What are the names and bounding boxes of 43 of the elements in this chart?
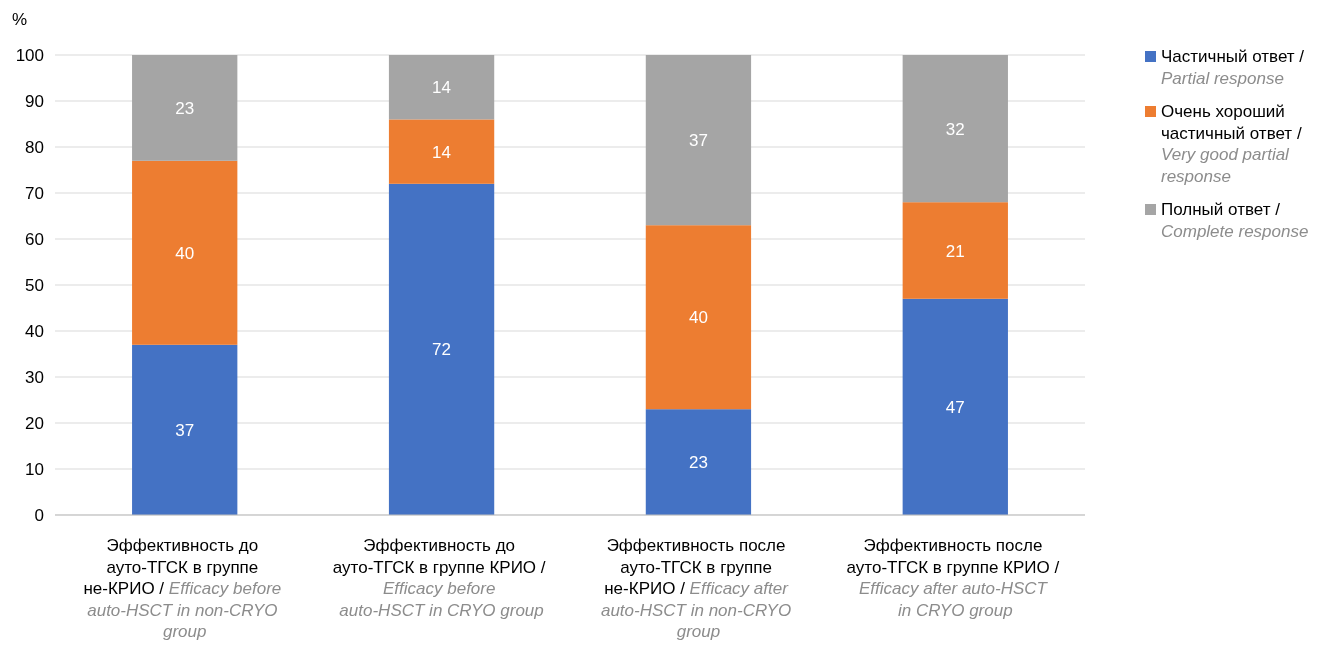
data-label: 37 — [175, 420, 195, 440]
y-axis-title: % — [12, 10, 28, 29]
data-label: 37 — [688, 131, 708, 151]
bar — [902, 202, 1008, 299]
bar — [132, 344, 238, 515]
bar — [645, 55, 752, 226]
y-tick-label: 0 — [34, 506, 44, 525]
data-label: 23 — [688, 453, 708, 473]
legend-label: Полный ответ / Complete response — [1161, 200, 1309, 241]
data-label: 14 — [432, 142, 452, 162]
legend-label: Очень хороший частичный ответ / Very good partial response — [1161, 102, 1302, 186]
data-label: 32 — [945, 119, 965, 139]
category-label: Эффективность после ауто-ТГСК в группе не-КРИО / Efficacy after auto-HSCT in non-CRYO group — [600, 536, 792, 641]
category-label: Эффективность до ауто-ТГСК в группе КРИО / Efficacy before auto-HSCT in CRYO group — [332, 536, 546, 620]
bar — [388, 55, 495, 120]
y-tick-label: 50 — [25, 276, 44, 295]
y-tick-label: 100 — [15, 46, 44, 65]
data-label: 21 — [945, 241, 965, 261]
bar — [902, 55, 1008, 203]
y-tick-label: 90 — [25, 92, 44, 111]
y-tick-label: 80 — [25, 138, 44, 157]
bar — [902, 298, 1008, 515]
legend-label: Частичный ответ / Partial response — [1161, 47, 1305, 88]
y-tick-label: 60 — [25, 230, 44, 249]
bar — [132, 55, 238, 161]
y-tick-label: 30 — [25, 368, 44, 387]
category-label: Эффективность после ауто-ТГСК в группе КРИО / Efficacy after auto-HSCT in CRYO group — [846, 536, 1060, 620]
y-tick-label: 70 — [25, 184, 44, 203]
data-label: 23 — [175, 98, 195, 118]
y-tick-label: 10 — [25, 460, 44, 479]
y-tick-label: 40 — [25, 322, 44, 341]
data-label: 40 — [688, 308, 708, 328]
bar — [645, 225, 752, 410]
bar — [645, 409, 752, 515]
bar — [132, 160, 238, 345]
data-label: 72 — [432, 340, 452, 360]
data-label: 14 — [432, 78, 452, 98]
data-label: 47 — [945, 397, 965, 417]
bar — [388, 183, 495, 515]
y-tick-label: 20 — [25, 414, 44, 433]
data-label: 40 — [175, 243, 195, 263]
bar — [388, 119, 495, 184]
category-label: Эффективность до ауто-ТГСК в группе не-КРИО / Efficacy before auto-HSCT in non-CRYO group — [83, 536, 282, 641]
